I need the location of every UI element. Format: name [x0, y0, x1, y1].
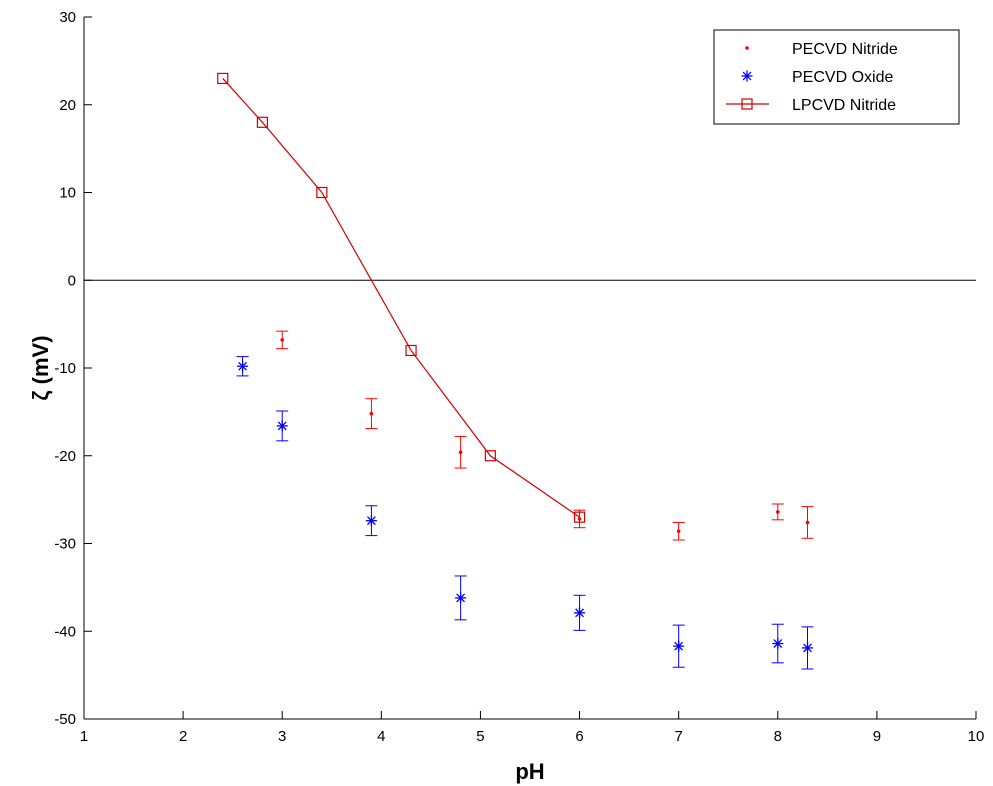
dot-marker [369, 411, 374, 416]
y-tick-label: -20 [54, 448, 76, 465]
star-marker [455, 592, 467, 604]
legend-item: PECVD Nitride [745, 41, 898, 58]
x-tick-label: 8 [774, 728, 782, 745]
star-stroke-d2 [238, 361, 247, 371]
star-stroke-d2 [277, 421, 287, 431]
y-tick-label: 30 [59, 9, 76, 26]
square-marker [573, 511, 586, 523]
star-stroke-d2 [803, 643, 812, 653]
series-layer [217, 72, 814, 670]
series-line [222, 78, 580, 518]
y-tick-label: 0 [68, 272, 76, 289]
x-tick-label: 2 [179, 728, 187, 745]
dot-marker [775, 510, 780, 514]
series-0 [276, 330, 814, 541]
x-tick-label: 7 [674, 728, 682, 745]
x-tick-label: 3 [278, 728, 286, 745]
star-marker [237, 360, 249, 372]
legend-item: LPCVD Nitride [726, 97, 896, 114]
star-stroke-d2 [456, 593, 466, 603]
x-tick-label: 6 [575, 728, 583, 745]
ticks-layer: 1 2 3 4 5 6 7 8 9 10 -50 -40 -30 -20 -10 0 10 20 30 [54, 9, 984, 745]
star-marker [741, 70, 753, 82]
dot-marker [280, 338, 285, 342]
star-marker [574, 607, 586, 619]
y-tick-label: 20 [59, 97, 76, 114]
y-tick-label: -10 [54, 360, 76, 377]
legend-label: PECVD Nitride [792, 41, 898, 58]
y-axis-title: ζ (mV) [28, 335, 53, 400]
y-tick-label: -30 [54, 536, 76, 553]
legend-label: PECVD Oxide [792, 69, 893, 86]
legend-box [713, 29, 960, 125]
x-tick-label: 4 [377, 728, 385, 745]
star-marker [802, 642, 814, 654]
y-tick-label: -50 [54, 711, 76, 728]
dot-marker [805, 520, 810, 525]
star-marker [673, 640, 685, 652]
star-marker [276, 420, 288, 432]
square-marker [217, 72, 229, 85]
star-stroke-d2 [742, 71, 752, 81]
legend-square-swatch [741, 98, 753, 110]
star-marker [772, 638, 784, 650]
legend-label: LPCVD Nitride [792, 97, 896, 114]
x-axis-title: pH [515, 759, 544, 784]
star-stroke-d2 [674, 641, 684, 651]
series-2 [217, 72, 586, 523]
dot-marker [676, 529, 681, 534]
star-stroke-d2 [575, 608, 584, 618]
star-stroke-d2 [367, 516, 376, 526]
y-tick-label: 10 [59, 185, 76, 202]
dot-marker [458, 450, 463, 455]
x-tick-label: 5 [476, 728, 484, 745]
star-marker [365, 515, 377, 527]
square-marker [405, 344, 417, 357]
square-marker [256, 116, 268, 128]
x-tick-label: 1 [80, 728, 88, 745]
legend-item: PECVD Oxide [741, 69, 893, 86]
legend: PECVD Nitride PECVD Oxide LPCVD Nitride [713, 29, 960, 125]
dot-marker [577, 517, 582, 521]
square-marker [316, 186, 328, 199]
square-marker [484, 450, 496, 462]
star-stroke-d2 [773, 639, 783, 648]
x-tick-label: 10 [968, 728, 985, 745]
series-1 [236, 356, 814, 670]
x-tick-label: 9 [873, 728, 881, 745]
legend-dot-swatch [745, 46, 749, 50]
y-tick-label: -40 [54, 623, 76, 640]
